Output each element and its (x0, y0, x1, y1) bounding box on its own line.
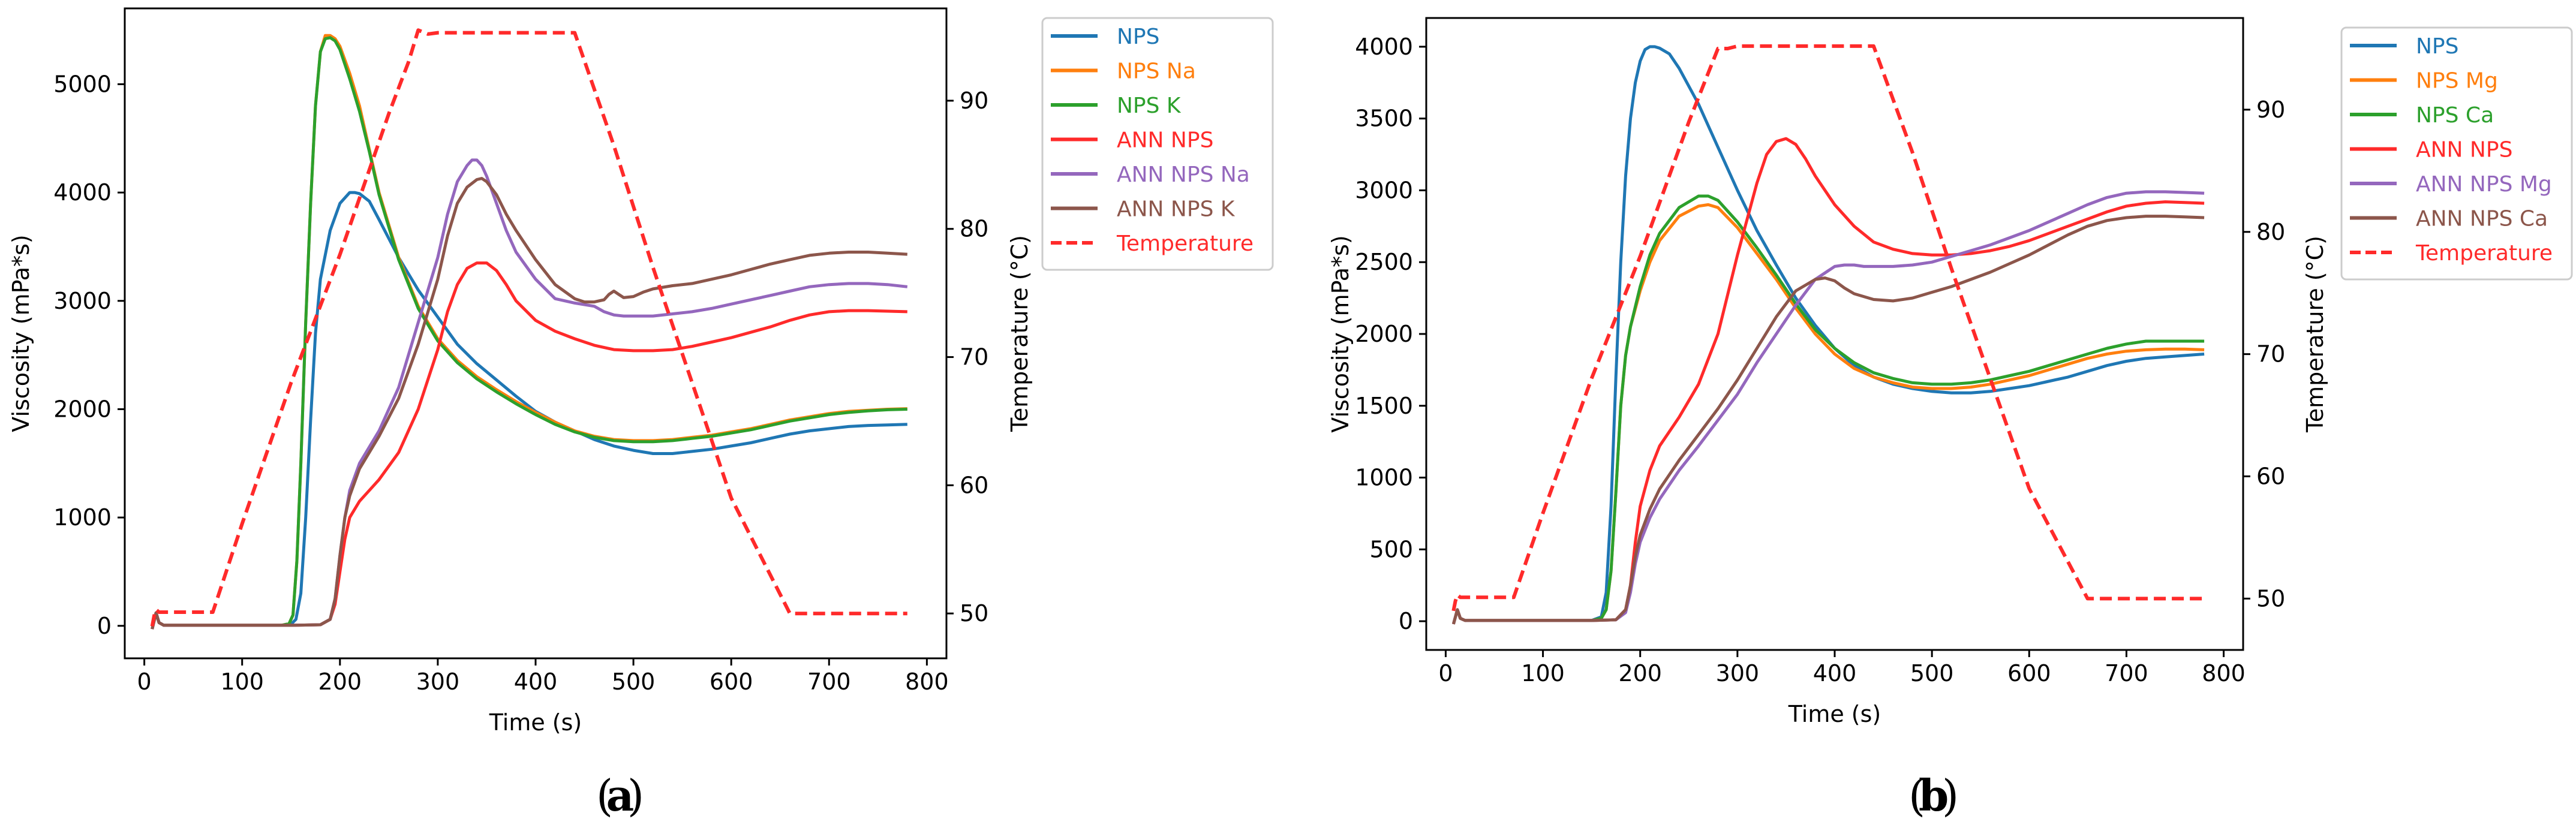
y-tick-label: 500 (1369, 536, 1413, 562)
y2-tick-label: 80 (960, 216, 988, 242)
x-tick-label: 700 (807, 669, 851, 695)
legend: NPS NPS Na NPS K ANN NPS ANN NPS Na ANN NPS K… (1041, 17, 1274, 271)
x-tick-label: 0 (1438, 660, 1453, 687)
series-line-nps (1451, 45, 2205, 625)
y2-tick-label: 50 (2256, 585, 2285, 612)
y-tick-label: 1000 (1355, 465, 1413, 491)
x-tick-label: 800 (905, 669, 949, 695)
y2-tick-label: 70 (2256, 341, 2285, 368)
legend-label: ANN NPS Mg (2416, 172, 2552, 197)
series-line-ann-nps-ca (1451, 215, 2205, 625)
x-tick-label: 100 (1521, 660, 1565, 687)
panel-label-letter: a (606, 770, 635, 821)
plot-area-frame (124, 7, 948, 660)
y-axis-ticks: 0 1000 2000 3000 4000 5000 (53, 71, 125, 639)
y2-tick-label: 50 (960, 600, 988, 627)
panel-label-letter: b (1919, 770, 1949, 821)
legend-label: ANN NPS (1117, 128, 1213, 153)
x-tick-label: 700 (2105, 660, 2148, 687)
y-tick-label: 3000 (53, 288, 112, 314)
y-tick-label: 4000 (1355, 34, 1413, 60)
y2-tick-label: 60 (960, 472, 988, 498)
x-tick-label: 200 (1618, 660, 1662, 687)
y2-axis-ticks: 50 60 70 80 90 (946, 88, 988, 627)
y-tick-label: 3500 (1355, 106, 1413, 132)
y-tick-label: 2500 (1355, 249, 1413, 275)
x-axis-label: Time (s) (489, 709, 582, 736)
legend-label: ANN NPS Ca (2416, 207, 2548, 231)
y-tick-label: 2000 (1355, 321, 1413, 347)
panel-label: ( a ) (596, 770, 644, 821)
y-tick-label: 2000 (53, 396, 112, 422)
y2-tick-label: 90 (2256, 97, 2285, 123)
panel-label-close-paren: ) (627, 770, 644, 821)
y2-tick-label: 90 (960, 88, 988, 114)
y-tick-label: 1000 (53, 504, 112, 531)
legend-label: Temperature (1116, 231, 1254, 256)
x-tick-label: 800 (2202, 660, 2246, 687)
x-axis-label: Time (s) (1788, 701, 1881, 727)
x-tick-label: 200 (318, 669, 362, 695)
legend-box (2340, 26, 2573, 281)
panel-label: ( b ) (1908, 770, 1959, 821)
chart-panel-a: 0 100 200 300 400 500 600 700 800 0 1000 2000 3000 4… (8, 7, 1274, 821)
x-tick-label: 300 (1716, 660, 1760, 687)
x-tick-label: 400 (514, 669, 558, 695)
legend: NPS NPS Mg NPS Ca ANN NPS ANN NPS Mg ANN NPS … (2340, 26, 2573, 281)
y2-axis-label: Temperature (°C) (2302, 236, 2328, 433)
x-axis-ticks: 0 100 200 300 400 500 600 700 800 (137, 658, 949, 695)
legend-label: NPS (1117, 25, 1160, 49)
x-tick-label: 500 (1910, 660, 1954, 687)
legend-label: ANN NPS K (1117, 197, 1236, 222)
legend-label: ANN NPS Na (1117, 162, 1250, 187)
x-tick-label: 600 (710, 669, 753, 695)
legend-label: NPS (2416, 34, 2459, 59)
y-axis-label: Viscosity (mPa*s) (1327, 235, 1354, 432)
panel-label-open-paren: ( (1908, 770, 1925, 821)
y-tick-label: 3000 (1355, 177, 1413, 203)
x-tick-label: 400 (1813, 660, 1857, 687)
plot-area-frame (1425, 17, 2244, 651)
legend-label: NPS Mg (2416, 69, 2498, 94)
y2-axis-ticks: 50 60 70 80 90 (2243, 97, 2285, 612)
y-tick-label: 0 (97, 613, 112, 639)
series-line-temperature (150, 28, 907, 627)
y2-tick-label: 80 (2256, 219, 2285, 245)
legend-label: NPS Ca (2416, 103, 2494, 128)
legend-label: NPS K (1117, 94, 1182, 118)
series-line-nps (151, 191, 907, 630)
y2-axis-label: Temperature (°C) (1006, 235, 1033, 432)
panel-label-close-paren: ) (1942, 770, 1959, 821)
y-tick-label: 5000 (53, 71, 112, 97)
x-tick-label: 300 (416, 669, 460, 695)
series-line-nps-ca (1451, 194, 2205, 625)
y-axis-label: Viscosity (mPa*s) (8, 234, 34, 432)
x-axis-ticks: 0 100 200 300 400 500 600 700 800 (1438, 650, 2246, 687)
y-axis-ticks: 0 500 1000 1500 2000 2500 3000 3500 4000 (1355, 34, 1426, 634)
legend-box (1041, 17, 1274, 271)
legend-label: Temperature (2415, 241, 2553, 266)
series-line-nps-k (151, 36, 907, 630)
legend-label: ANN NPS (2416, 138, 2512, 162)
y-tick-label: 0 (1399, 608, 1413, 634)
series-line-temperature (1451, 44, 2205, 612)
series-lines (150, 28, 908, 630)
y2-tick-label: 60 (2256, 463, 2285, 490)
series-line-ann-nps-k (151, 177, 907, 630)
y-tick-label: 1500 (1355, 393, 1413, 419)
panel-label-open-paren: ( (596, 770, 613, 821)
x-tick-label: 100 (220, 669, 264, 695)
series-lines (1451, 44, 2205, 625)
y-tick-label: 4000 (53, 179, 112, 206)
chart-panel-b: 0 100 200 300 400 500 600 700 800 0 500 1000 1500 20… (1327, 17, 2573, 821)
x-tick-label: 500 (612, 669, 656, 695)
legend-label: NPS Na (1117, 59, 1196, 84)
y2-tick-label: 70 (960, 344, 988, 371)
x-tick-label: 600 (2007, 660, 2051, 687)
x-tick-label: 0 (137, 669, 152, 695)
